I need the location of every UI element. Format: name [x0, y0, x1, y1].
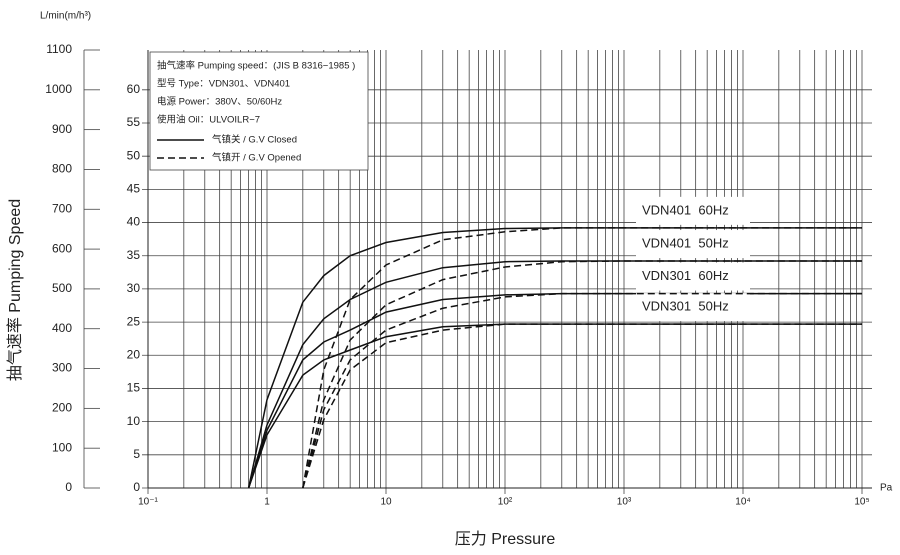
y2-tick-label: 1100 — [46, 42, 72, 56]
series-line — [247, 227, 862, 489]
series-label: VDN401 60Hz — [642, 202, 729, 217]
legend-text: 使用油 Oil：ULVOILR−7 — [157, 114, 260, 126]
legend-box — [149, 51, 369, 171]
y2-tick-label: 200 — [52, 401, 72, 415]
series-line — [247, 260, 862, 489]
y-tick-label: 45 — [127, 182, 141, 196]
y2-tick-label: 300 — [52, 361, 72, 375]
y-axis-title: 抽气速率 Pumping Speed — [6, 199, 24, 381]
series-label: VDN401 50Hz — [642, 235, 729, 250]
y-tick-label: 10 — [127, 414, 141, 428]
legend-text: 电源 Power：380V、50/60Hz — [157, 96, 282, 108]
x-tick-label: 10⁴ — [735, 497, 750, 508]
y2-tick-label: 500 — [52, 281, 72, 295]
x-tick-label: 10 — [380, 497, 392, 508]
x-tick-label: 10⁵ — [854, 497, 869, 508]
series-line — [302, 292, 862, 489]
legend-text: 型号 Type：VDN301、VDN401 — [157, 79, 290, 90]
legend-text: 抽气速率 Pumping speed：(JIS B 8316−1985 ) — [157, 60, 355, 72]
y-tick-label: 55 — [127, 115, 141, 129]
x-tick-label: 10² — [498, 497, 513, 508]
y-tick-label: 40 — [127, 215, 141, 229]
y-tick-label: 60 — [127, 82, 141, 96]
y2-tick-label: 100 — [52, 440, 72, 454]
y2-tick-label: 0 — [65, 480, 72, 494]
y-tick-label: 5 — [133, 447, 140, 461]
y2-tick-label: 700 — [52, 201, 72, 215]
y2-axis-title: L/min(m/h³) — [40, 11, 91, 22]
y2-tick-label: 1000 — [45, 82, 72, 96]
legend-label: 气镇开 / G.V Opened — [212, 152, 301, 164]
x-tick-label: 10⁻¹ — [138, 497, 158, 508]
y-tick-label: 30 — [127, 281, 141, 295]
x-axis-unit: Pa — [880, 483, 893, 494]
y-tick-label: 15 — [127, 381, 141, 395]
x-tick-label: 1 — [264, 497, 270, 508]
y-tick-label: 50 — [127, 148, 141, 162]
y-tick-label: 35 — [127, 248, 141, 262]
series-label-bg — [636, 262, 750, 291]
y-tick-label: 20 — [127, 347, 141, 361]
series-label-bg — [636, 196, 750, 225]
series-label: VDN301 50Hz — [642, 299, 729, 314]
legend-label: 气镇关 / G.V Closed — [212, 134, 297, 146]
y-tick-label: 25 — [127, 314, 141, 328]
series-line — [302, 323, 862, 489]
y-tick-label: 0 — [133, 480, 140, 494]
series-label-bg — [636, 293, 750, 322]
series-label: VDN301 60Hz — [642, 268, 729, 283]
series-label-bg — [636, 230, 750, 259]
x-tick-label: 10³ — [617, 497, 632, 508]
series-line — [302, 227, 862, 489]
y2-tick-label: 900 — [52, 122, 72, 136]
x-axis-title: 压力 Pressure — [455, 530, 556, 548]
series-line — [247, 292, 862, 489]
y2-tick-label: 400 — [52, 321, 72, 335]
series-line — [247, 323, 862, 489]
series-line — [302, 260, 862, 489]
y2-tick-label: 800 — [52, 162, 72, 176]
y2-tick-label: 600 — [52, 241, 72, 255]
